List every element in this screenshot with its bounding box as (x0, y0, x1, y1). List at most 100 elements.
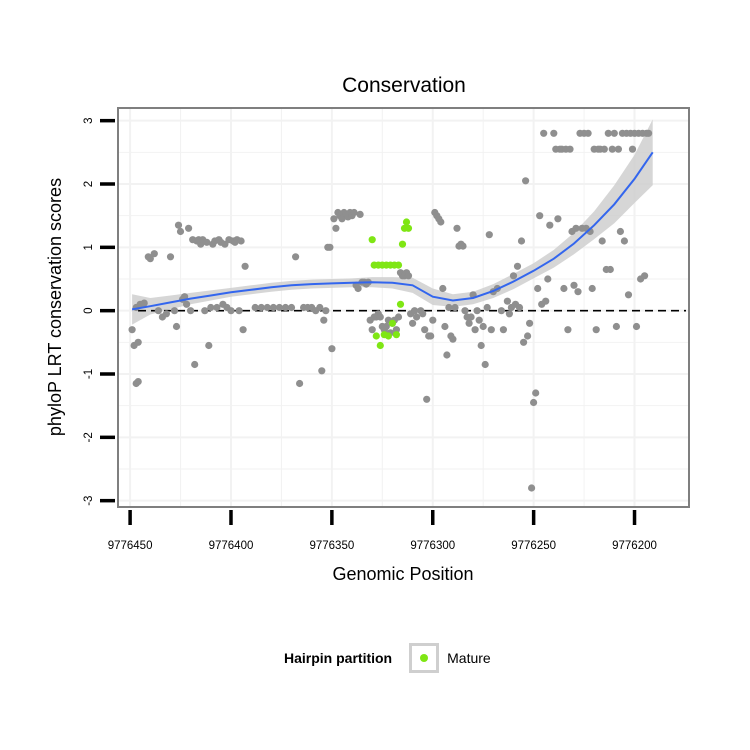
data-point (185, 224, 193, 232)
data-point (292, 253, 300, 261)
data-point (413, 313, 421, 321)
data-point (517, 237, 526, 245)
data-point (616, 227, 625, 236)
data-point (475, 316, 483, 324)
data-point (441, 322, 449, 331)
axes-layer: 9776450 9776400 9776350 9776300 9776250 97762… (83, 117, 657, 552)
data-point (528, 484, 536, 492)
mature-point (384, 332, 392, 340)
mature-point (368, 236, 376, 244)
data-point (409, 319, 417, 327)
data-point (326, 243, 334, 251)
data-point (421, 326, 429, 334)
data-point (532, 389, 540, 397)
x-tick-label: 9776200 (612, 540, 657, 552)
data-point (445, 303, 453, 312)
data-point (376, 313, 384, 321)
data-point (269, 303, 277, 312)
data-point (467, 313, 475, 321)
mature-point (404, 224, 413, 232)
data-point (275, 303, 283, 312)
mature-point (402, 218, 411, 226)
data-point (146, 255, 154, 263)
confidence-band-layer (132, 119, 653, 325)
data-point (524, 332, 532, 340)
data-point (281, 303, 290, 312)
mature-point (372, 332, 380, 340)
data-point (128, 326, 136, 334)
data-point (550, 129, 558, 137)
data-point (479, 322, 487, 331)
data-point (600, 145, 608, 153)
x-tick-label: 9776350 (309, 540, 354, 552)
y-tick-label: -1 (83, 369, 95, 379)
data-point (316, 303, 324, 312)
data-point (350, 208, 358, 217)
data-point (237, 237, 245, 245)
data-point (598, 237, 606, 245)
data-point (235, 307, 243, 315)
data-point (251, 303, 259, 312)
data-point (423, 395, 431, 403)
data-point (560, 284, 568, 293)
data-point (296, 379, 304, 388)
chart-title: Conservation (342, 74, 466, 97)
data-point (505, 310, 513, 318)
data-point (522, 177, 530, 185)
data-point (187, 307, 195, 315)
data-point (330, 215, 338, 223)
x-axis-title: Genomic Position (332, 564, 473, 584)
data-point (515, 303, 524, 312)
data-point (356, 210, 364, 218)
data-point (534, 284, 542, 293)
data-point (614, 145, 623, 153)
data-point (176, 227, 185, 236)
data-point (318, 367, 326, 375)
data-point (530, 398, 538, 407)
data-point (608, 145, 616, 153)
data-point (241, 262, 249, 270)
data-point (172, 322, 181, 331)
data-point (322, 307, 330, 315)
y-axis-title: phyloP LRT conservation scores (45, 178, 65, 436)
data-point (503, 297, 511, 305)
data-point (526, 319, 534, 327)
data-point (382, 322, 390, 331)
data-point (183, 300, 191, 308)
data-point (239, 326, 247, 334)
legend-dot-icon (420, 654, 429, 662)
data-point (620, 237, 629, 245)
data-point (536, 212, 544, 220)
x-tick-label: 9776400 (209, 540, 254, 552)
data-point (150, 250, 158, 258)
y-tick-label: -2 (83, 432, 95, 442)
data-point (162, 310, 170, 318)
data-point (604, 129, 612, 137)
mature-point (396, 300, 405, 308)
legend-title: Hairpin partition (284, 650, 393, 666)
mature-point (388, 319, 396, 327)
data-point (473, 307, 481, 315)
data-point (584, 129, 592, 137)
data-point (481, 360, 489, 369)
data-point (201, 307, 209, 315)
data-point (540, 129, 548, 137)
legend-key-mature (409, 643, 440, 673)
legend: Hairpin partition Mature (284, 640, 491, 676)
data-point (542, 297, 550, 305)
y-tick-label: 3 (83, 117, 95, 123)
data-point (451, 303, 459, 312)
data-point (394, 313, 403, 321)
y-tick-label: 0 (83, 307, 95, 313)
data-point (191, 360, 199, 369)
data-point (588, 284, 596, 293)
data-point (471, 326, 479, 334)
data-point (419, 310, 427, 318)
data-point (497, 307, 505, 315)
legend-label-mature: Mature (447, 650, 491, 666)
data-point (520, 338, 528, 346)
data-point (592, 326, 600, 334)
data-point (487, 326, 495, 334)
data-point (140, 299, 148, 307)
